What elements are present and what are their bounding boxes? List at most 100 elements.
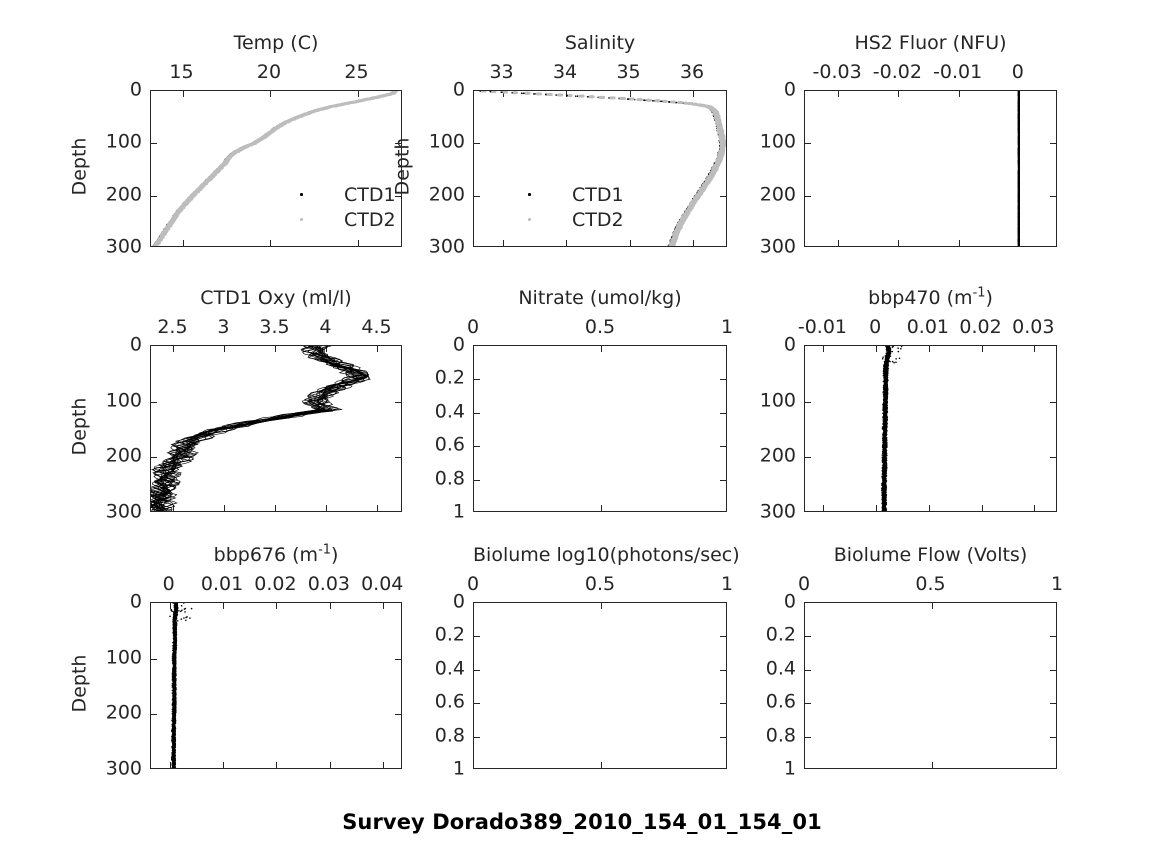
xtick-mark <box>981 505 983 511</box>
data-layer-bbp470 <box>880 346 903 511</box>
ytick-mark <box>1050 669 1056 671</box>
xtick-mark <box>329 762 331 768</box>
xtick-label: 2.5 <box>157 316 188 338</box>
ytick-mark <box>1050 195 1056 197</box>
xtick-label: 15 <box>169 61 194 83</box>
xtick-mark <box>693 240 695 246</box>
yticklabels-ctd1oxy: 0 100 200 300 <box>92 335 142 521</box>
legend-label-ctd1: CTD1 <box>572 184 624 206</box>
ytick-mark <box>720 379 726 381</box>
xtick-mark <box>276 762 278 768</box>
axes-biolume_flow <box>804 602 1057 769</box>
ytick-mark <box>720 195 726 197</box>
ytick-mark <box>1050 143 1056 145</box>
xtick-mark <box>629 91 631 97</box>
xtick-mark <box>275 505 277 511</box>
data-layer-bbp676 <box>169 603 193 768</box>
xtick-mark <box>377 346 379 352</box>
xtick-label: 0.5 <box>584 316 616 338</box>
ytick-label: 200 <box>105 701 142 724</box>
ytick-label: 100 <box>759 389 796 412</box>
xtick-mark <box>357 91 359 97</box>
xtick-mark <box>601 346 602 352</box>
ytick-label: 100 <box>428 130 465 153</box>
xtick-mark <box>876 505 878 511</box>
series-bbp470 <box>880 346 903 511</box>
xtick-label: 0.02 <box>254 573 297 595</box>
legend-label-ctd2: CTD2 <box>344 209 396 231</box>
ytick-mark <box>720 479 726 481</box>
ytick-mark <box>720 703 726 705</box>
panel-title-salinity: Salinity <box>564 32 636 54</box>
ytick-mark <box>474 195 480 197</box>
yticklabels-biolume_log10: 0 0.2 0.4 0.6 0.8 1 <box>415 592 465 778</box>
yticklabels-salinity: 0 100 200 300 <box>415 80 465 256</box>
ytick-mark <box>805 703 811 705</box>
axes-bbp676 <box>150 602 402 769</box>
ytick-label: 0.6 <box>765 690 796 713</box>
xtick-label: 36 <box>679 61 705 83</box>
ytick-mark <box>1050 401 1056 403</box>
ytick-mark <box>151 457 157 459</box>
xtick-label: 1 <box>1050 573 1064 595</box>
xtick-mark <box>329 603 331 609</box>
axes-nitrate <box>473 345 727 512</box>
ytick-mark <box>474 703 480 705</box>
ytick-label: 0.8 <box>434 724 465 747</box>
ytick-label: 0 <box>783 333 796 356</box>
ytick-label: 100 <box>105 389 142 412</box>
legend-marker-ctd1 <box>528 193 531 196</box>
xtick-label: -0.02 <box>872 61 922 83</box>
yticklabels-temp: 0 100 200 300 <box>92 80 142 256</box>
data-layer-salinity <box>479 91 726 246</box>
panel-title-bbp470: bbp470 (m-1) <box>868 285 993 309</box>
ytick-mark <box>474 143 480 145</box>
series-bbp676 <box>169 603 193 768</box>
ytick-mark <box>1050 703 1056 705</box>
xtick-mark <box>931 603 933 609</box>
series-ctd2 <box>152 91 399 246</box>
xtick-mark <box>223 603 225 609</box>
xtick-mark <box>173 505 175 511</box>
ytick-label: 0.4 <box>434 657 465 680</box>
ytick-mark <box>151 658 157 660</box>
xtick-label: 35 <box>616 61 641 83</box>
ytick-mark <box>805 143 811 145</box>
xticklabels-biolume_flow: 0 0.5 1 <box>798 575 1063 597</box>
ytick-label: 200 <box>759 183 796 206</box>
xticklabels-temp: 15 20 25 <box>150 63 402 85</box>
xticklabels-salinity: 33 34 35 36 <box>473 63 727 85</box>
ytick-label: 0.4 <box>765 657 796 680</box>
axes-ctd1oxy <box>150 345 402 512</box>
data-layer-hs2fluor <box>1017 91 1021 246</box>
ytick-mark <box>474 412 480 414</box>
ytick-label: 0.2 <box>765 623 796 646</box>
ytick-mark <box>151 714 157 716</box>
xtick-label: 0 <box>869 316 882 338</box>
xtick-mark <box>601 603 602 609</box>
xtick-mark <box>169 762 171 768</box>
ytick-mark <box>395 457 401 459</box>
ytick-mark <box>805 401 811 403</box>
xtick-label: 0.5 <box>584 573 616 595</box>
xtick-mark <box>876 346 878 352</box>
xtick-label: 0.04 <box>361 573 404 595</box>
xtick-label: 1 <box>720 316 734 338</box>
panel-title-nitrate: Nitrate (umol/kg) <box>518 287 682 309</box>
xtick-label: -0.01 <box>933 61 983 83</box>
xtick-label: 0 <box>797 573 811 595</box>
ytick-mark <box>474 446 480 448</box>
ytick-mark <box>395 714 401 716</box>
xtick-mark <box>223 762 225 768</box>
yticklabels-hs2fluor: 0 100 200 300 <box>746 80 796 256</box>
ytick-label: 300 <box>105 235 142 258</box>
ytick-mark <box>474 736 480 738</box>
xtick-mark <box>502 91 504 97</box>
xtick-mark <box>898 91 900 97</box>
ytick-mark <box>720 669 726 671</box>
xtick-mark <box>377 505 379 511</box>
xtick-label: 0 <box>162 573 175 595</box>
ytick-label: 0 <box>129 78 142 101</box>
